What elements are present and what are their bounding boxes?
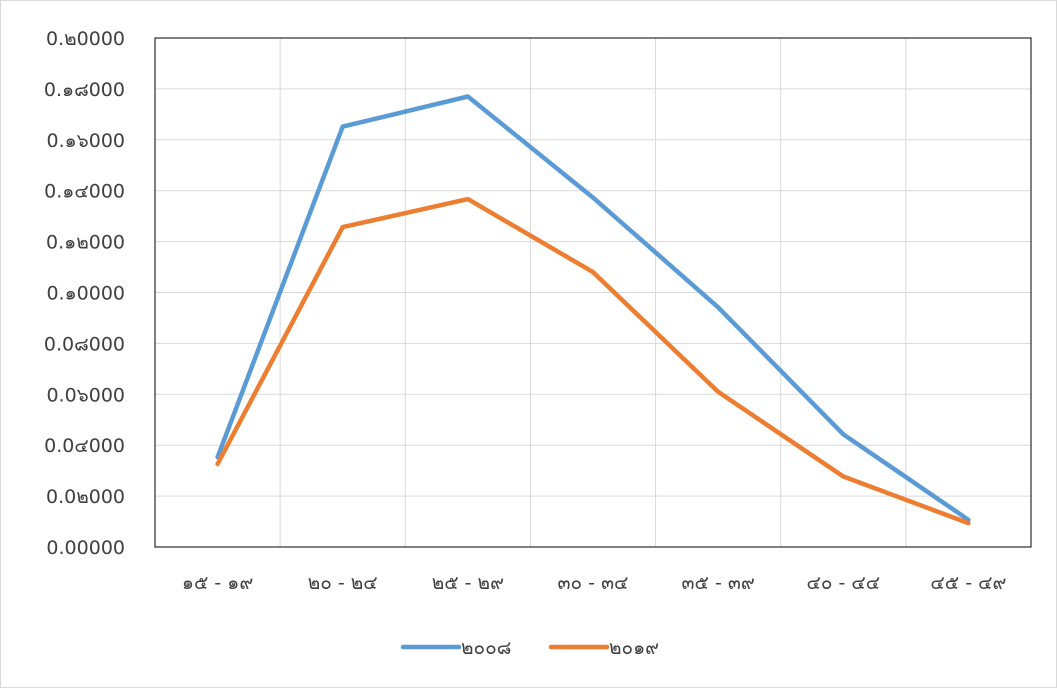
legend-label-1: ๒๐๑๙ xyxy=(609,637,659,659)
series-line-1 xyxy=(218,199,969,523)
x-tick-label: ๑๕ - ๑๙ xyxy=(182,572,253,594)
y-tick-label: 0.๑๔000 xyxy=(44,181,125,203)
y-tick-label: 0.๒0000 xyxy=(46,28,125,50)
y-tick-label: 0.๑๖000 xyxy=(46,130,125,152)
y-tick-label: 0.๑0000 xyxy=(46,283,125,305)
y-tick-label: 0.0๘000 xyxy=(44,333,125,355)
x-tick-label: ๓๐ - ๓๔ xyxy=(558,572,629,594)
y-tick-label: 0.00000 xyxy=(46,537,125,559)
y-tick-label: 0.0๒000 xyxy=(46,486,125,508)
x-tick-label: ๓๕ - ๓๙ xyxy=(682,572,755,594)
y-tick-label: 0.๑๒000 xyxy=(46,232,125,254)
x-tick-label: ๒๕ - ๒๙ xyxy=(432,572,504,594)
x-tick-label: ๔๐ - ๔๔ xyxy=(806,572,880,594)
y-tick-label: 0.0๔000 xyxy=(44,435,125,457)
legend: ๒๐๐๘ ๒๐๑๙ xyxy=(403,637,659,659)
y-tick-label: 0.๑๘000 xyxy=(44,79,125,101)
x-tick-label: ๒๐ - ๒๔ xyxy=(308,572,378,594)
axes: 0.00000 0.0๒000 0.0๔000 0.0๖000 0.0๘000 0.๑00… xyxy=(44,28,1031,594)
legend-label-0: ๒๐๐๘ xyxy=(461,637,511,659)
series-lines xyxy=(217,96,968,523)
series-line-0 xyxy=(218,97,969,520)
y-tick-label: 0.0๖000 xyxy=(46,384,125,406)
x-tick-label: ๔๕ - ๔๙ xyxy=(930,572,1006,594)
